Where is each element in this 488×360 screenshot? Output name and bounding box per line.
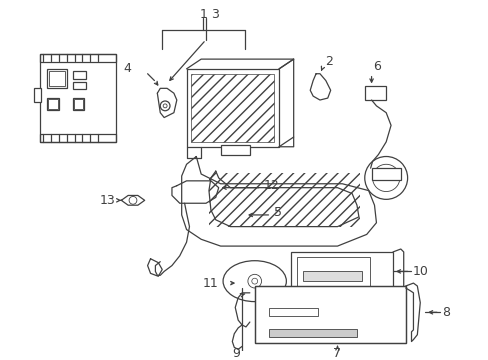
- Text: 9: 9: [232, 347, 240, 360]
- Text: 10: 10: [412, 265, 427, 278]
- Circle shape: [372, 164, 399, 192]
- Bar: [254, 286, 405, 342]
- Bar: [34, 88, 41, 102]
- Circle shape: [129, 197, 137, 204]
- Bar: [296, 257, 369, 292]
- Bar: [259, 291, 395, 342]
- Ellipse shape: [223, 261, 286, 302]
- Bar: [41, 134, 116, 142]
- Bar: [269, 309, 317, 316]
- Bar: [47, 69, 67, 88]
- Circle shape: [251, 278, 257, 284]
- Bar: [73, 98, 84, 110]
- Bar: [74, 99, 83, 109]
- Bar: [269, 329, 356, 337]
- Bar: [47, 98, 59, 110]
- Text: 5: 5: [274, 207, 282, 220]
- Bar: [364, 86, 386, 100]
- Text: 13: 13: [100, 194, 115, 207]
- Bar: [371, 168, 400, 180]
- Text: 4: 4: [123, 62, 131, 75]
- Bar: [41, 54, 116, 142]
- Text: 7: 7: [333, 347, 341, 360]
- Text: 2: 2: [324, 55, 332, 68]
- Circle shape: [163, 104, 167, 108]
- Bar: [208, 173, 359, 226]
- Circle shape: [160, 101, 170, 111]
- Text: 8: 8: [441, 306, 449, 319]
- Text: 12: 12: [263, 179, 279, 192]
- Bar: [41, 54, 116, 62]
- Bar: [191, 74, 274, 142]
- Bar: [48, 99, 58, 109]
- Bar: [303, 271, 361, 281]
- Bar: [186, 69, 279, 147]
- Text: 6: 6: [373, 60, 381, 73]
- Bar: [254, 286, 405, 342]
- Bar: [290, 252, 392, 297]
- Text: 11: 11: [203, 276, 218, 289]
- Bar: [220, 145, 249, 154]
- Circle shape: [247, 274, 261, 288]
- Text: 1: 1: [199, 8, 206, 21]
- Circle shape: [364, 157, 407, 199]
- Bar: [73, 81, 86, 89]
- Bar: [73, 71, 86, 78]
- Bar: [49, 71, 65, 86]
- Text: 3: 3: [210, 8, 218, 21]
